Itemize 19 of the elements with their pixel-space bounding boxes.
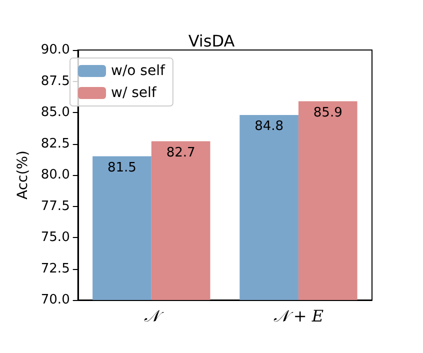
y-tick-label: 80.0 xyxy=(40,168,70,182)
x-tick-label: 𝒩 xyxy=(144,306,164,326)
legend-label: w/ self xyxy=(111,85,158,101)
y-tick-label: 87.5 xyxy=(40,74,70,89)
y-tick-label: 77.5 xyxy=(40,198,70,214)
y-tick-label: 90.0 xyxy=(40,42,70,58)
data-label: 84.8 xyxy=(254,119,284,134)
data-label: 85.9 xyxy=(313,105,342,120)
y-tick-label: 75.0 xyxy=(40,230,70,245)
y-tick-label: 85.0 xyxy=(40,105,70,120)
data-label: 82.7 xyxy=(166,145,196,160)
y-tick-label: 70.0 xyxy=(40,292,70,308)
y-axis-title: Acc(%) xyxy=(15,150,31,200)
y-tick-label: 72.5 xyxy=(40,261,70,276)
y-tick-label: 82.5 xyxy=(40,136,70,152)
data-label: 81.5 xyxy=(107,160,136,176)
x-tick-label: 𝒩 + E xyxy=(273,306,324,326)
chart-title: VisDA xyxy=(188,32,235,50)
legend-label: w/o self xyxy=(111,63,166,79)
